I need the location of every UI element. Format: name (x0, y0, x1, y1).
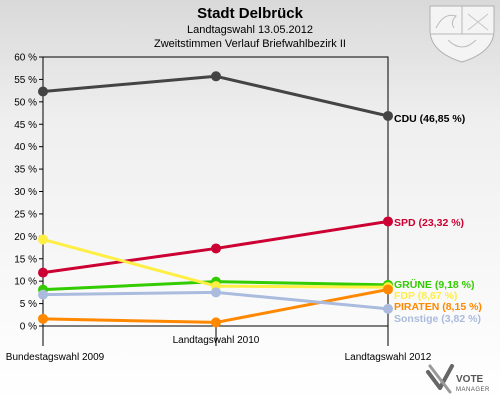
logo-text: VOTE (456, 374, 484, 385)
data-point-sonstige (38, 289, 48, 300)
data-point-cdu (211, 71, 221, 82)
end-label-layer: CDU (46,85 %) SPD (23,32 %) GRÜNE (9,18 %)… (394, 113, 482, 325)
data-point-piraten (211, 317, 221, 328)
data-point-spd (38, 267, 48, 278)
data-point-spd (211, 243, 221, 254)
coat-of-arms-icon (429, 5, 495, 63)
data-point-piraten (38, 313, 48, 324)
data-point-sonstige (383, 303, 393, 314)
series-layer (38, 71, 393, 328)
series-end-label-cdu: CDU (46,85 %) (394, 113, 465, 125)
data-point-cdu (383, 110, 393, 121)
data-point-spd (383, 216, 393, 227)
chart-subtitle-district: Zweitstimmen Verlauf Briefwahlbezirk II (154, 38, 346, 50)
y-tick-label: 0 % (20, 322, 37, 333)
y-tick-label: 45 % (14, 120, 37, 131)
series-end-label-grüne: GRÜNE (9,18 %) (394, 278, 475, 291)
y-tick-label: 25 % (14, 209, 37, 220)
y-tick-label: 20 % (14, 232, 37, 243)
y-tick-label: 50 % (14, 97, 37, 108)
logo-subtext: MANAGER (456, 387, 490, 393)
y-tick-label: 60 % (14, 53, 37, 64)
data-point-piraten (383, 284, 393, 295)
y-tick-label: 10 % (14, 277, 37, 288)
y-tick-label: 40 % (14, 142, 37, 153)
x-tick-label: Bundestagswahl 2009 (6, 352, 105, 363)
y-tick-label: 30 % (14, 187, 37, 198)
y-tick-label: 35 % (14, 165, 37, 176)
chart-subtitle-date: Landtagswahl 13.05.2012 (187, 24, 313, 36)
y-tick-label: 55 % (14, 75, 37, 86)
x-tick-label: Landtagswahl 2010 (173, 335, 260, 346)
series-end-label-sonstige: Sonstige (3,82 %) (394, 313, 481, 325)
series-line-cdu (41, 74, 390, 118)
data-point-cdu (38, 86, 48, 97)
y-tick-label: 15 % (14, 254, 37, 265)
data-point-fdp (38, 234, 48, 245)
x-axis: Bundestagswahl 2009 Landtagswahl 2010 Land… (6, 326, 432, 363)
series-end-label-piraten: PIRATEN (8,15 %) (394, 301, 482, 313)
y-axis: 0 % 5 % 10 % 15 % 20 % 25 % 30 % 35 % 40 % 45 % 50… (14, 53, 43, 333)
series-end-label-spd: SPD (23,32 %) (394, 217, 464, 229)
votemanager-logo: VOTE MANAGER (426, 364, 490, 394)
series-end-label-fdp: FDP (8,67 %) (394, 290, 457, 302)
vote-check-icon (426, 364, 454, 394)
chart-title: Stadt Delbrück (197, 5, 304, 22)
x-tick-label: Landtagswahl 2012 (345, 352, 432, 363)
y-tick-label: 5 % (20, 299, 37, 310)
data-point-sonstige (211, 287, 221, 298)
